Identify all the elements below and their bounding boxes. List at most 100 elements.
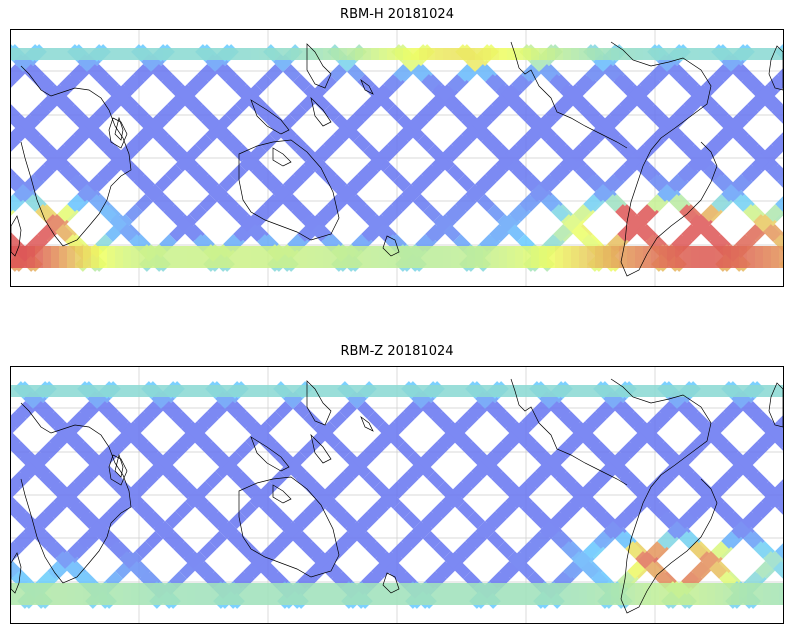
coastline-path [114,453,124,478]
south-band-cell [491,246,500,268]
swath-segment [751,154,769,172]
north-band-cell [771,385,780,397]
swath-segment [263,541,281,559]
swath-segment [727,114,745,132]
north-band-cell [555,385,564,397]
swath-segment [593,531,611,549]
swath-segment [491,471,509,489]
swath-segment [229,164,247,182]
map-panel-rbm-z [10,366,784,624]
south-band-cell [555,246,564,268]
coastline-path [238,139,340,241]
swath-segment [47,214,65,232]
north-band-cell [123,385,132,397]
south-band-cell [779,583,783,605]
swath-segment [485,511,503,529]
north-band-cell [715,48,724,60]
north-band-cell [243,48,252,60]
north-band-cell [35,48,44,60]
south-band-cell [243,246,252,268]
swath-segment [579,134,597,152]
swath-segment [707,481,725,499]
north-band-cell [395,385,404,397]
swath-segment [259,481,277,499]
south-band-cell [635,246,644,268]
swath-segment [563,214,581,232]
swath-segment [125,204,143,222]
swath-segment [87,64,105,82]
north-band-cell [267,385,276,397]
swath-segment [541,194,559,212]
swath-segment [123,74,141,92]
swath-segment [713,501,731,519]
coastlines [11,41,783,277]
north-band-cell [747,385,756,397]
north-band-cell [107,385,116,397]
north-band-cell [323,48,332,60]
north-band-cell [371,48,380,60]
north-band-cell [211,48,220,60]
south-band-cell [619,246,628,268]
swath-segment [589,471,607,489]
swath-segment [553,224,571,242]
swath-segment [161,401,179,419]
coastline-path [768,45,783,91]
south-band-cell [595,583,604,605]
north-band-cell [483,48,492,60]
swath-segment [481,451,499,469]
swath-segment [677,401,695,419]
north-band-cell [275,48,284,60]
swath-segment [255,74,273,92]
swath-segment [491,94,509,112]
swath-segment [37,224,55,242]
north-band-cell [163,48,172,60]
north-band-cell [11,48,20,60]
south-band-cell [747,246,756,268]
swath-segment [393,174,411,192]
swath-segment [57,204,75,222]
swath-segment [693,84,711,102]
south-band-cell [723,583,732,605]
swath-segment [285,134,303,152]
swath-segment [33,511,51,529]
south-band-cell [619,583,628,605]
swath-segment [521,64,539,82]
north-band-cell [427,385,436,397]
swath-segment [433,541,451,559]
swath-segment [659,511,677,529]
swath-segment [43,154,61,172]
swath-segment [265,441,283,459]
swath-segment [135,194,153,212]
south-band-cell [563,583,572,605]
coastlines [11,378,783,614]
south-band-cell [395,583,404,605]
south-band-cell [227,583,236,605]
north-band-cell [691,48,700,60]
north-band-cell [571,48,580,60]
swath-segment [721,531,739,549]
north-band-cell [763,385,772,397]
north-band-cell [691,385,700,397]
swath-segment [623,501,641,519]
swath-segment [113,84,131,102]
swath-segment [397,441,415,459]
south-band-cell [219,246,228,268]
swath-segment [549,511,567,529]
coastline-path [11,552,22,594]
swath-segment [741,164,759,182]
swath-segment [163,204,181,222]
north-band-cell [531,48,540,60]
swath-segment [205,471,223,489]
swath-segment [609,104,627,122]
swath-segment [303,501,321,519]
swath-segment [713,411,731,429]
south-band-cell [35,246,44,268]
swath-segment [13,184,31,202]
north-band-cell [115,48,124,60]
swath-segment [623,154,641,172]
swath-segment [245,421,263,439]
swath-segment [575,74,593,92]
swath-segment [663,461,681,479]
swath-segment [165,511,183,529]
north-band-cell [291,48,300,60]
